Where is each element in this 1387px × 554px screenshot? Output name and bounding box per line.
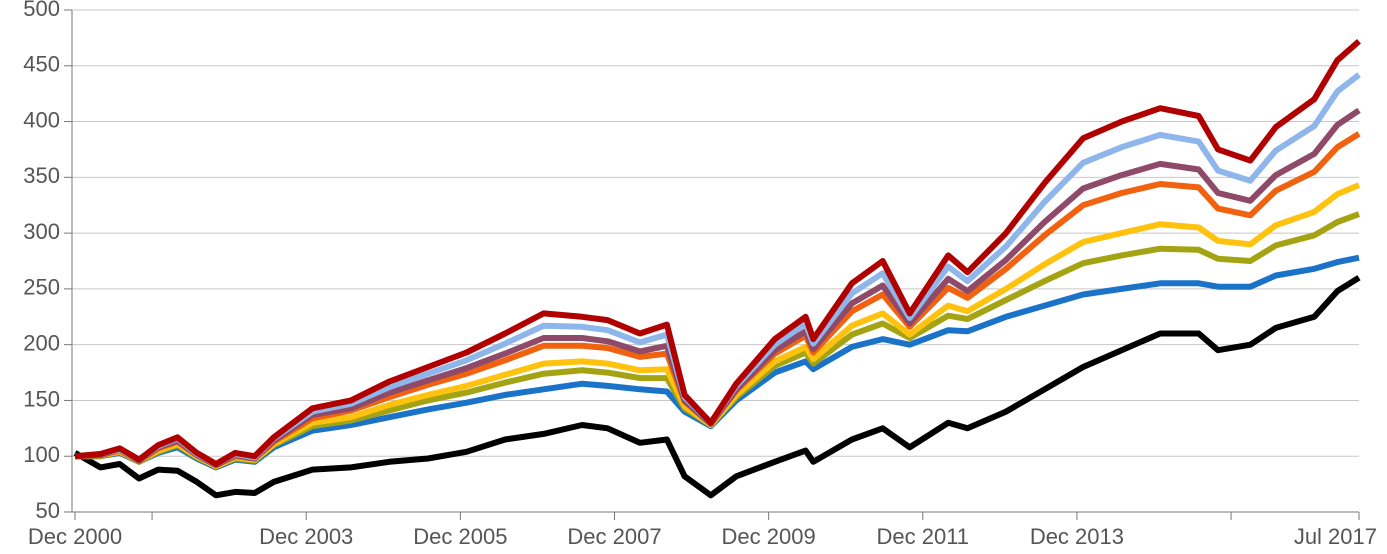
series-line bbox=[73, 275, 1361, 499]
x-tick-label: Dec 2013 bbox=[1030, 524, 1124, 549]
y-tick-label: 450 bbox=[23, 52, 60, 77]
series-line bbox=[74, 72, 1361, 467]
y-tick-label: 400 bbox=[23, 107, 60, 132]
series-line bbox=[74, 38, 1361, 467]
series-line bbox=[75, 211, 1361, 470]
x-tick-label: Dec 2005 bbox=[413, 524, 507, 549]
y-tick-label: 350 bbox=[23, 163, 60, 188]
y-tick-label: 200 bbox=[23, 330, 60, 355]
x-tick-label: Dec 2000 bbox=[28, 524, 122, 549]
y-tick-label: 500 bbox=[23, 0, 60, 21]
x-tick-label: Dec 2011 bbox=[877, 524, 970, 549]
x-tick-label: Dec 2003 bbox=[259, 524, 353, 549]
y-tick-label: 250 bbox=[23, 275, 60, 300]
y-tick-label: 100 bbox=[23, 442, 60, 467]
x-tick-label: Dec 2009 bbox=[722, 524, 816, 549]
series-line bbox=[74, 182, 1361, 470]
y-tick-label: 150 bbox=[23, 386, 60, 411]
x-tick-label: Jul 2017 bbox=[1294, 524, 1377, 549]
y-tick-label: 300 bbox=[23, 219, 60, 244]
y-tick-label: 50 bbox=[36, 498, 60, 523]
x-tick-label: Dec 2007 bbox=[567, 524, 661, 549]
